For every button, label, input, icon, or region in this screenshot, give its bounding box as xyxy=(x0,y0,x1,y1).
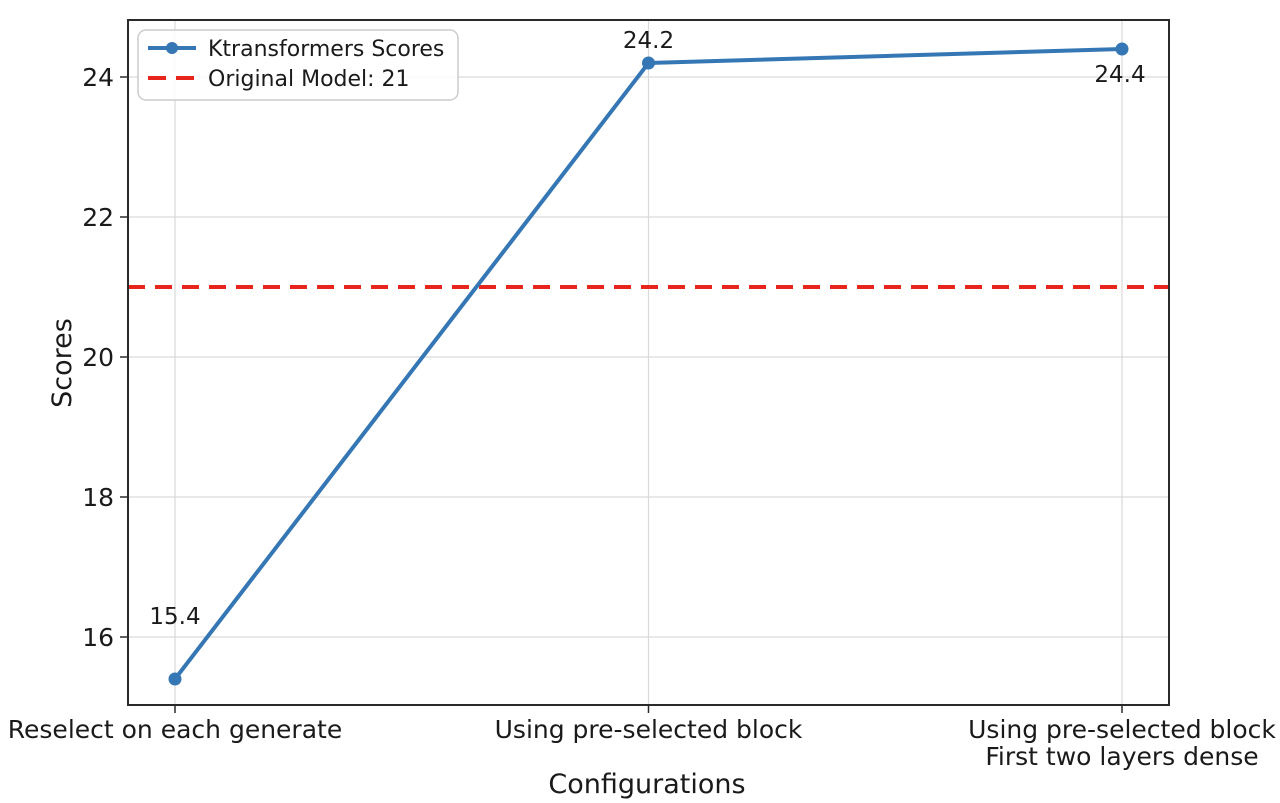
point-annotations: 15.4 24.2 24.4 xyxy=(149,28,1145,630)
y-tick-label: 18 xyxy=(82,483,114,512)
gridlines xyxy=(128,20,1169,705)
legend-box xyxy=(137,29,459,101)
data-point xyxy=(168,672,182,686)
legend-series-marker-icon xyxy=(166,42,178,54)
y-tick-label: 24 xyxy=(82,63,114,92)
y-tick-labels: 16 18 20 22 24 xyxy=(82,63,114,652)
x-tick-label: Using pre-selected block xyxy=(495,715,803,744)
x-axis-label: Configurations xyxy=(548,769,745,800)
data-point xyxy=(642,56,655,70)
x-tick-label: Using pre-selected block xyxy=(968,715,1276,744)
x-tick-labels: Reselect on each generate Using pre-selec… xyxy=(8,715,1277,771)
axis-ticks xyxy=(120,76,1123,713)
y-tick-label: 20 xyxy=(82,343,114,372)
legend-label-series: Ktransformers Scores xyxy=(208,37,444,62)
data-point xyxy=(1115,42,1129,56)
x-tick-label: Reselect on each generate xyxy=(8,715,342,744)
point-value-label: 24.4 xyxy=(1094,62,1145,88)
legend: Ktransformers Scores Original Model: 21 xyxy=(137,29,459,101)
legend-label-reference: Original Model: 21 xyxy=(208,67,410,92)
point-value-label: 15.4 xyxy=(149,604,200,630)
y-tick-label: 16 xyxy=(82,623,114,652)
series-markers xyxy=(168,42,1129,686)
y-axis-label: Scores xyxy=(47,318,78,408)
x-tick-label: First two layers dense xyxy=(985,742,1258,771)
y-tick-label: 22 xyxy=(82,203,114,232)
point-value-label: 24.2 xyxy=(623,28,674,54)
